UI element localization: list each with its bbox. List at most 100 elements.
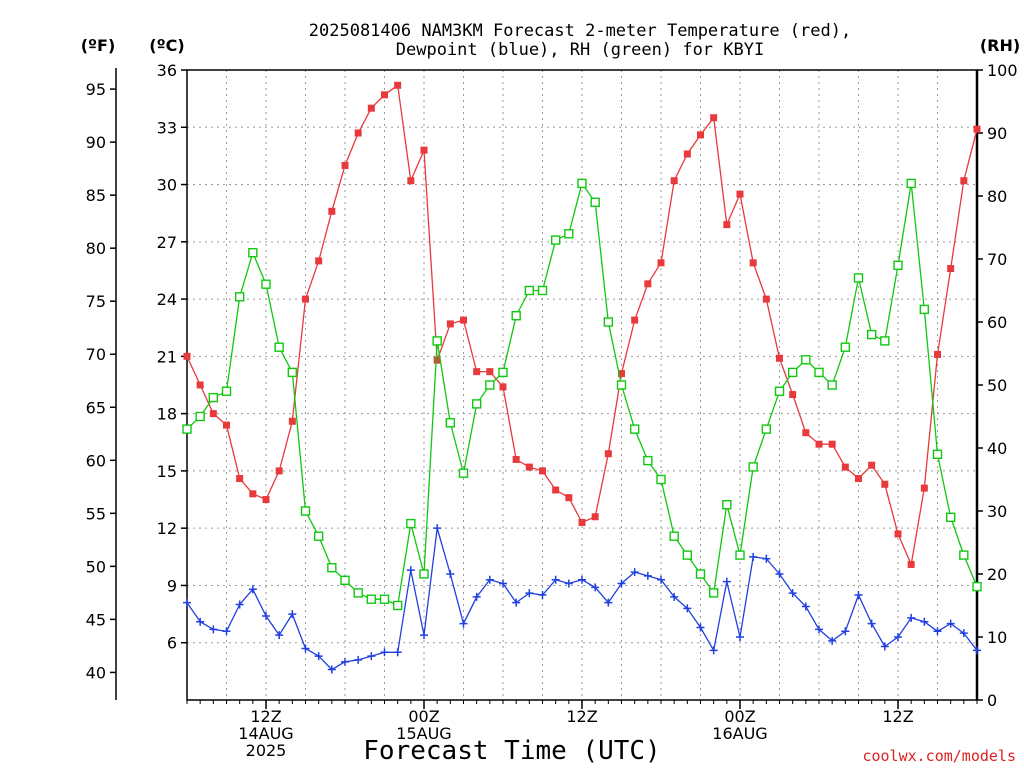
- chart-title-line-2: Dewpoint (blue), RH (green) for KBYI: [396, 40, 764, 60]
- dewpoint-point-9: [301, 644, 310, 653]
- x-tick-label-0-1: 14AUG: [238, 724, 293, 743]
- temperature-line: [186, 84, 978, 567]
- dewpoint-point-24: [499, 579, 507, 588]
- temperature-point-46: [789, 391, 797, 399]
- temperature-point-6: [262, 496, 270, 504]
- temperature-point-38: [683, 150, 691, 158]
- dewpoint-point-8: [288, 610, 297, 619]
- rh-point-11: [327, 563, 337, 573]
- temperature-point-31: [591, 513, 599, 521]
- x-tick-label-3-0: 00Z: [724, 707, 755, 726]
- dewpoint-point-39: [696, 623, 705, 632]
- rh-point-35: [643, 455, 653, 466]
- chart-title-line-1: 2025081406 NAM3KM Forecast 2-meter Tempe…: [309, 21, 851, 41]
- rh-point-39: [695, 569, 706, 579]
- rh-point-54: [893, 260, 903, 270]
- temperature-point-14: [367, 104, 375, 112]
- temperature-point-21: [460, 316, 467, 324]
- rh-point-0: [182, 424, 192, 434]
- rh-point-57: [932, 449, 943, 459]
- rh-tick-label-7: 70: [987, 250, 1007, 269]
- temperature-point-49: [828, 440, 836, 448]
- temperature-point-4: [236, 475, 244, 483]
- rh-point-29: [564, 229, 574, 239]
- rh-tick-label-2: 20: [987, 565, 1007, 584]
- temperature-point-7: [275, 467, 283, 475]
- dewpoint-point-21: [459, 619, 468, 628]
- x-axis-label: Forecast Time (UTC): [363, 736, 660, 766]
- dewpoint-point-16: [393, 648, 402, 657]
- temperature-point-2: [209, 410, 217, 418]
- rh-point-22: [471, 399, 482, 409]
- rh-point-49: [827, 380, 837, 390]
- rh-point-56: [919, 304, 930, 315]
- dewpoint-point-33: [617, 579, 626, 588]
- celsius-tick-label-9: 33: [157, 118, 177, 137]
- rh-point-24: [498, 367, 508, 378]
- temperature-point-29: [565, 494, 573, 502]
- fahrenheit-tick-label-3: 55: [86, 504, 106, 523]
- axes: 40 45 50 55 60 65 70 75 80 85 90 95 6 9 12 15 18 21 24 27 30…: [86, 61, 1018, 760]
- dewpoint-point-30: [578, 575, 586, 584]
- temperature-point-53: [881, 480, 889, 488]
- dewpoint-point-43: [749, 552, 758, 561]
- fahrenheit-tick-label-10: 90: [86, 133, 106, 152]
- temperature-point-18: [420, 146, 428, 154]
- dewpoint-point-1: [196, 617, 205, 626]
- fahrenheit-tick-label-6: 70: [86, 345, 106, 364]
- rh-tick-label-0: 0: [987, 691, 997, 710]
- rh-tick-label-4: 40: [987, 439, 1007, 458]
- celsius-tick-label-10: 36: [157, 61, 177, 80]
- rh-point-26: [524, 285, 535, 296]
- temperature-point-47: [802, 429, 810, 437]
- rh-point-1: [195, 411, 205, 422]
- dewpoint-point-40: [709, 646, 718, 655]
- dewpoint-point-10: [314, 652, 323, 661]
- dewpoint-point-41: [722, 577, 731, 586]
- temperature-point-3: [223, 421, 230, 429]
- temperature-point-50: [841, 463, 849, 471]
- rh-point-32: [603, 317, 614, 327]
- rh-point-23: [485, 380, 495, 390]
- rh-tick-label-8: 80: [987, 187, 1007, 206]
- rh-point-17: [406, 518, 416, 529]
- rh-tick-label-10: 100: [987, 61, 1018, 80]
- credit-text: coolwx.com/models: [862, 747, 1016, 765]
- dewpoint-point-38: [683, 604, 692, 613]
- rh-point-52: [866, 329, 877, 340]
- temperature-point-39: [697, 131, 704, 139]
- rh-point-46: [787, 367, 798, 378]
- dewpoint-point-52: [867, 619, 876, 628]
- temperature-point-52: [868, 461, 876, 469]
- temperature-point-1: [196, 381, 204, 389]
- series: [182, 81, 982, 674]
- rh-point-13: [353, 588, 363, 598]
- fahrenheit-tick-label-9: 85: [86, 186, 106, 205]
- temperature-point-15: [381, 91, 388, 99]
- x-tick-label-1-0: 00Z: [408, 707, 439, 726]
- temperature-point-32: [604, 450, 612, 458]
- rh-point-47: [801, 355, 811, 365]
- grid: [187, 69, 977, 700]
- rh-point-6: [261, 279, 271, 289]
- temperature-point-19: [433, 356, 441, 364]
- temperature-point-45: [776, 354, 783, 362]
- temperature-point-26: [525, 463, 533, 471]
- temperature-point-40: [710, 114, 718, 122]
- rh-point-55: [906, 178, 916, 189]
- temperature-point-57: [934, 350, 941, 358]
- dewpoint-point-26: [525, 589, 534, 598]
- rh-point-31: [590, 197, 600, 208]
- dewpoint-point-50: [841, 627, 850, 636]
- temperature-point-20: [446, 320, 454, 328]
- rh-point-59: [959, 550, 969, 560]
- temperature-point-56: [920, 484, 928, 492]
- rh-point-4: [234, 292, 245, 302]
- dewpoint-point-20: [446, 570, 455, 578]
- temperature-point-10: [315, 257, 323, 265]
- temperature-point-33: [618, 370, 625, 378]
- temperature-point-36: [657, 259, 665, 267]
- rh-point-37: [669, 531, 679, 541]
- rh-point-50: [840, 342, 851, 352]
- rh-point-19: [432, 336, 442, 346]
